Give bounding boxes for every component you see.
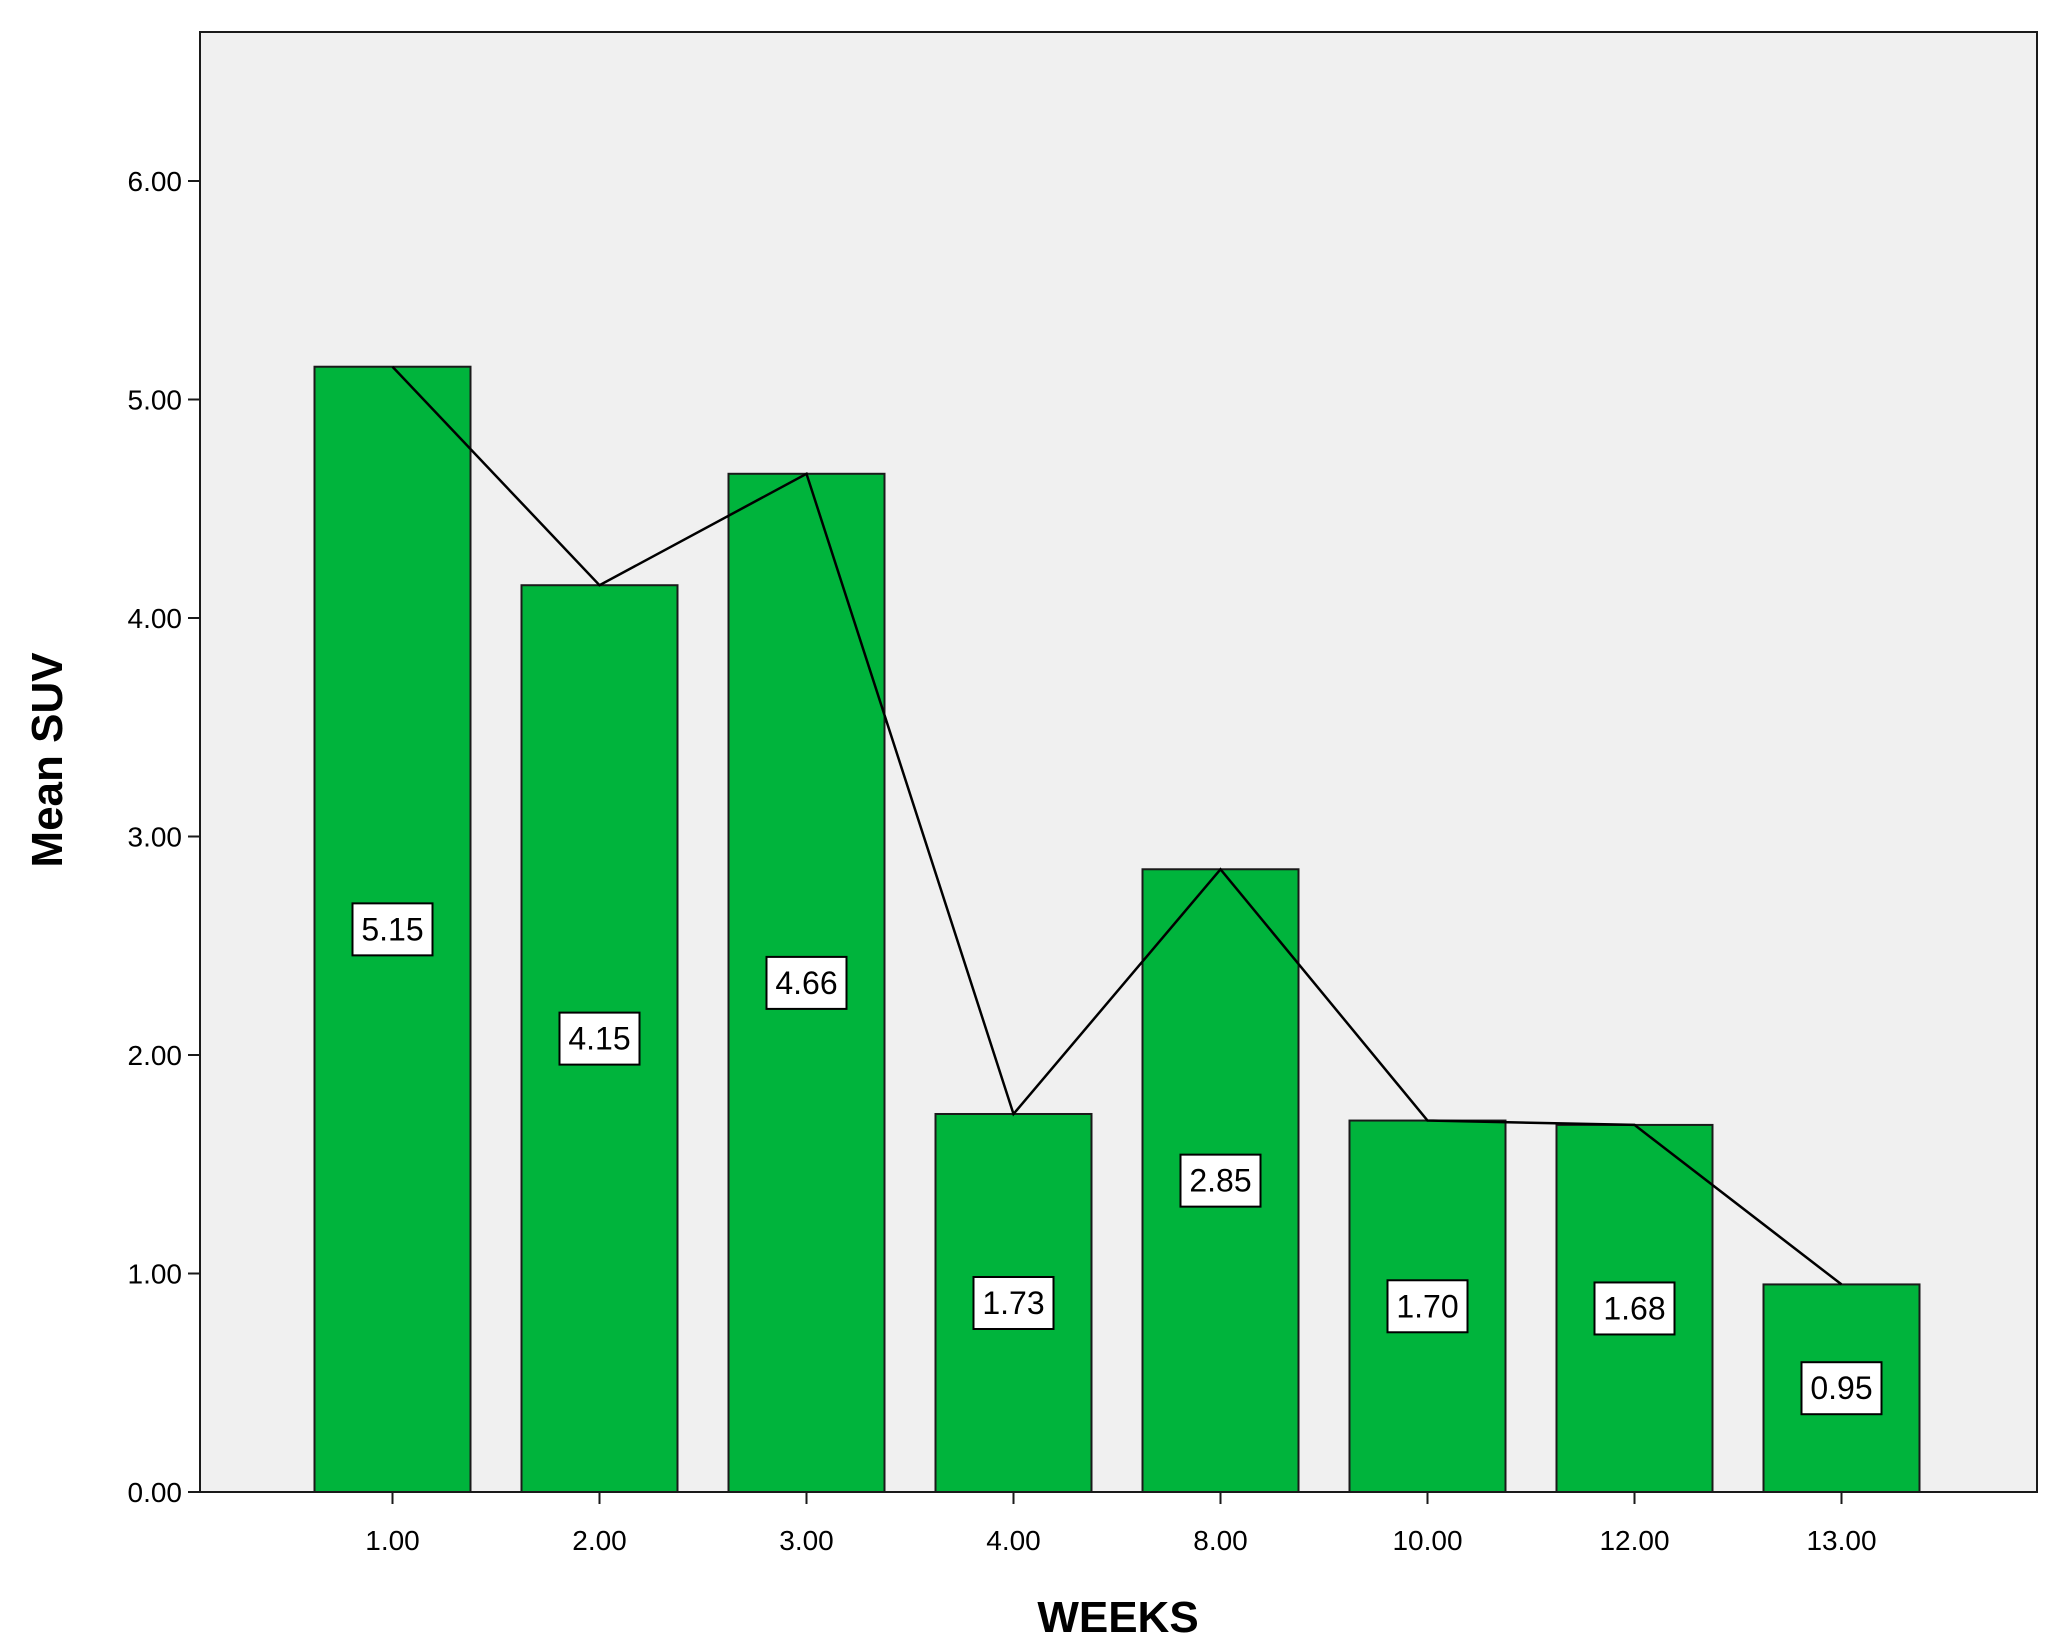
y-tick-label: 0.00 — [128, 1477, 183, 1508]
y-tick-label: 6.00 — [128, 166, 183, 197]
x-tick-label: 1.00 — [365, 1525, 420, 1556]
data-label: 2.85 — [1189, 1163, 1251, 1199]
x-tick-label: 3.00 — [779, 1525, 834, 1556]
y-tick-label: 2.00 — [128, 1040, 183, 1071]
data-label-box — [765, 955, 848, 1010]
y-tick-label: 5.00 — [128, 385, 183, 416]
data-label: 1.70 — [1396, 1288, 1458, 1324]
data-label-box — [972, 1275, 1055, 1330]
y-axis-title: Mean SUV — [23, 652, 72, 868]
overlay-line-group — [391, 365, 1843, 1286]
x-tick-label: 8.00 — [1193, 1525, 1248, 1556]
x-tick-label: 12.00 — [1599, 1525, 1669, 1556]
x-axis: 1.00 2.00 3.00 4.00 8.00 10.00 12.00 13.00 — [365, 1492, 1877, 1556]
y-tick-label: 3.00 — [128, 822, 183, 853]
overlay-line — [391, 365, 1843, 1286]
data-label: 1.73 — [982, 1285, 1044, 1321]
data-label-box — [1179, 1153, 1262, 1208]
data-labels: 5.15 4.15 4.66 1.73 2.85 1.70 1.68 0.95 — [351, 902, 1883, 1416]
data-label-box — [351, 902, 434, 957]
data-label-box — [1386, 1279, 1469, 1334]
x-tick-label: 10.00 — [1392, 1525, 1462, 1556]
y-axis: 0.00 1.00 2.00 3.00 4.00 5.00 6.00 — [128, 166, 200, 1508]
data-label-box — [558, 1011, 641, 1066]
x-tick-label: 13.00 — [1806, 1525, 1876, 1556]
data-label: 1.68 — [1603, 1290, 1665, 1326]
data-label: 5.15 — [361, 911, 423, 947]
x-tick-label: 2.00 — [572, 1525, 627, 1556]
data-label-box — [1593, 1281, 1676, 1336]
data-label: 0.95 — [1810, 1370, 1872, 1406]
data-label: 4.15 — [568, 1021, 630, 1057]
y-tick-label: 1.00 — [128, 1259, 183, 1290]
y-tick-label: 4.00 — [128, 603, 183, 634]
x-tick-label: 4.00 — [986, 1525, 1041, 1556]
plot-background — [199, 31, 2038, 1493]
data-label-box — [1800, 1361, 1883, 1416]
data-label: 4.66 — [775, 965, 837, 1001]
x-axis-title: WEEKS — [1037, 1593, 1198, 1640]
